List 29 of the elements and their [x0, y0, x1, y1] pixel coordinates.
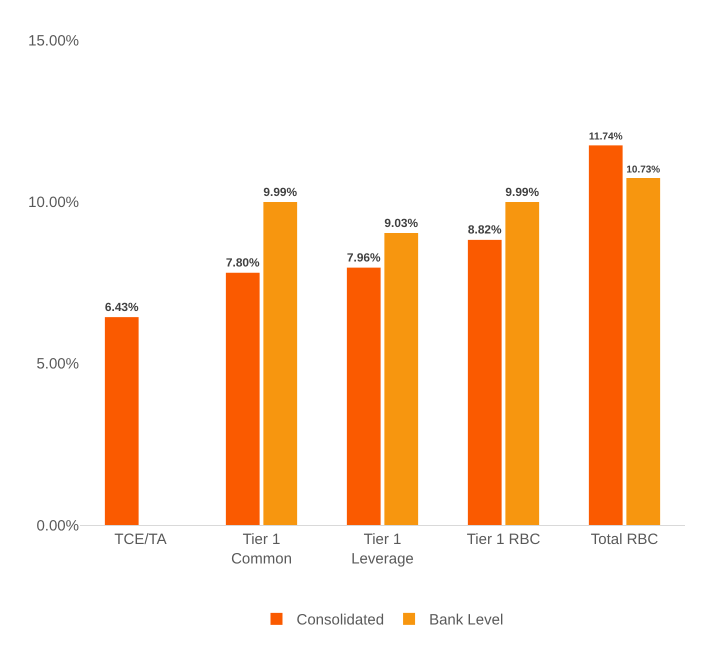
- y-tick-label: 5.00%: [36, 356, 79, 373]
- data-label: 8.82%: [468, 222, 502, 237]
- x-tick-label: Tier 1 Common: [231, 531, 292, 568]
- bar: [346, 268, 381, 525]
- y-tick-label: 0.00%: [36, 517, 79, 534]
- x-tick-label: Tier 1 RBC: [466, 531, 540, 548]
- bar: [384, 233, 418, 525]
- data-label: 9.03%: [384, 216, 419, 230]
- data-label: 11.74%: [588, 132, 623, 143]
- data-label: 9.99%: [263, 184, 298, 199]
- bar: [104, 317, 139, 525]
- y-tick-label: 10.00%: [28, 194, 79, 211]
- legend-label: Consolidated: [296, 612, 384, 629]
- bar: [226, 272, 260, 525]
- bar: [263, 202, 298, 525]
- legend-label: Bank Level: [429, 612, 504, 629]
- data-label: 9.99%: [505, 184, 540, 199]
- x-tick-label: Tier 1 Leverage: [351, 531, 414, 568]
- data-label: 7.80%: [226, 256, 260, 270]
- x-tick-label: TCE/TA: [114, 531, 167, 548]
- bar: [588, 145, 623, 525]
- data-label: 10.73%: [626, 164, 660, 176]
- data-label: 7.96%: [346, 250, 382, 264]
- data-label: 6.43%: [104, 300, 140, 314]
- y-tick-label: 15.00%: [28, 32, 79, 50]
- bar: [626, 178, 660, 525]
- bar: [468, 240, 502, 525]
- bar: [505, 202, 540, 525]
- x-tick-label: Total RBC: [590, 531, 658, 548]
